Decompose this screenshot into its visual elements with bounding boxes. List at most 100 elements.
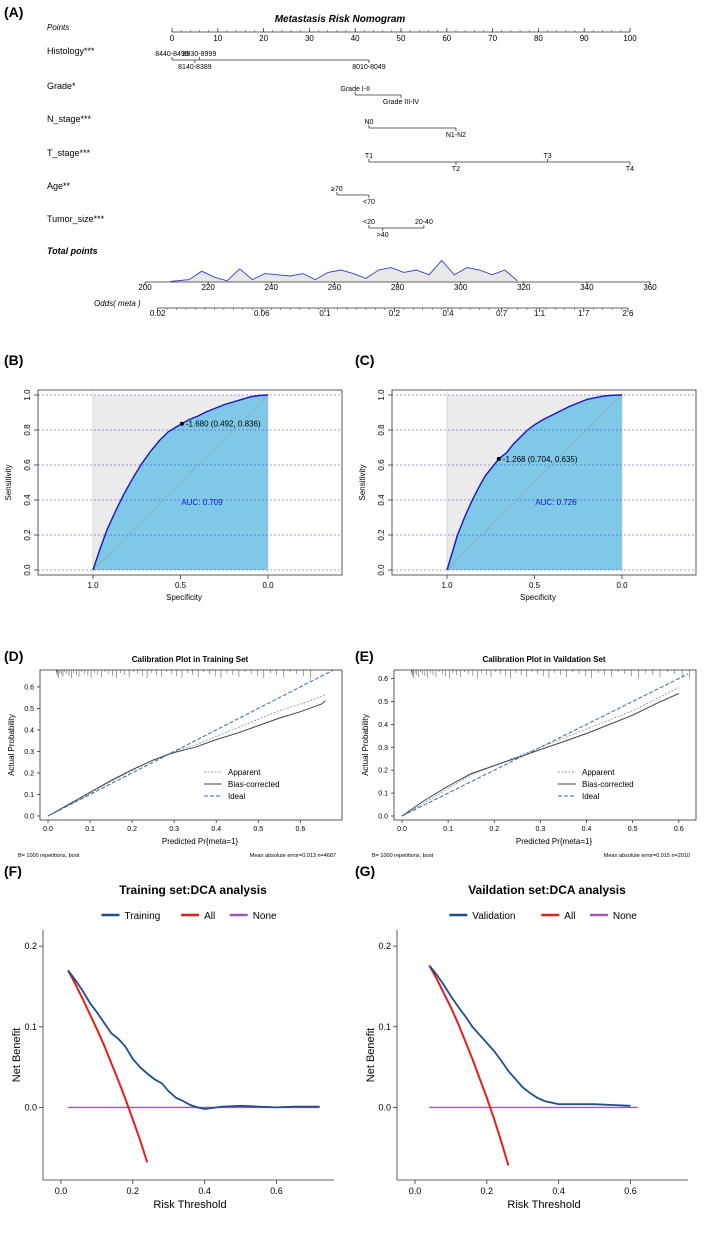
- dca-xtick-label: 0.0: [55, 1186, 68, 1196]
- dca-ytick-label: 0.1: [24, 1022, 37, 1032]
- calibration-line-ideal: [47, 669, 335, 817]
- calibration-line-bias-corrected: [401, 693, 680, 817]
- panel-label-e: (E): [355, 648, 374, 664]
- calibration-xlabel: Predicted Pr{meta=1}: [516, 837, 593, 846]
- variable-name: Tumor_size***: [47, 214, 105, 224]
- dca-title: Training set:DCA analysis: [119, 883, 267, 897]
- calibration-ytick-label: 0.4: [378, 722, 388, 729]
- roc-threshold-point: [496, 456, 501, 461]
- roc-threshold-label: -1.680 (0.492, 0.836): [186, 420, 261, 429]
- total-tick-label: 200: [138, 283, 152, 292]
- calibration-frame: [393, 669, 697, 821]
- calibration-legend-label: Ideal: [228, 792, 246, 801]
- calibration-ytick-label: 0.0: [24, 814, 34, 821]
- variable-tick-label: <70: [363, 199, 375, 206]
- calibration-xtick-label: 0.1: [443, 826, 453, 833]
- roc-curve: [446, 394, 623, 571]
- calibration-xtick-label: 0.5: [628, 826, 638, 833]
- variable-tick-label: T1: [365, 153, 373, 160]
- roc-xlabel: Specificity: [520, 593, 556, 602]
- calibration-line-apparent: [47, 694, 326, 817]
- roc-xtick-label: 0.0: [262, 581, 274, 590]
- calibration-xlabel: Predicted Pr{meta=1}: [162, 837, 239, 846]
- total-tick-label: 280: [391, 283, 405, 292]
- dca-ylabel: Net Benefit: [365, 1028, 377, 1082]
- dca-xtick-label: 0.0: [409, 1186, 422, 1196]
- roc-xtick-label: 1.0: [441, 581, 453, 590]
- odds-label: Odds( meta ): [94, 299, 141, 308]
- dca-legend-label: All: [564, 911, 575, 922]
- dca-line-all: [428, 965, 510, 1166]
- roc-ytick-label: 0.8: [23, 424, 32, 436]
- points-tick-label: 30: [305, 34, 314, 43]
- points-tick-label: 60: [442, 34, 451, 43]
- roc-threshold-label: -1.268 (0.704, 0.635): [503, 455, 578, 464]
- calibration-xtick-label: 0.2: [489, 826, 499, 833]
- points-tick-label: 10: [213, 34, 222, 43]
- dca-training-chart: Training set:DCA analysis Training All None…: [11, 883, 334, 1211]
- variable-tick-label: N0: [364, 119, 373, 126]
- calibration-ytick-label: 0.0: [378, 814, 388, 821]
- calibration-xtick-label: 0.1: [85, 826, 95, 833]
- dca-line-validation: [428, 964, 631, 1107]
- nomogram-title: Metastasis Risk Nomogram: [275, 14, 406, 25]
- dca-legend-label: None: [253, 911, 277, 922]
- roc-ytick-label: 0.6: [23, 459, 32, 471]
- roc-ytick-label: 1.0: [377, 389, 386, 401]
- dca-ytick-label: 0.0: [24, 1102, 37, 1112]
- calibration-legend-label: Bias-corrected: [228, 780, 280, 789]
- dca-legend-label: Validation: [472, 911, 515, 922]
- roc-frame: [37, 389, 343, 576]
- variable-tick-label: ≥70: [331, 186, 343, 193]
- calibration-xtick-label: 0.0: [43, 826, 53, 833]
- roc-xlabel: Specificity: [166, 593, 202, 602]
- total-density-line: [170, 259, 518, 282]
- points-label: Points: [47, 23, 69, 32]
- calibration-ytick-label: 0.6: [378, 676, 388, 683]
- calibration-footnote-right: Mean absolute error=0.013 n=4687: [250, 853, 336, 859]
- points-tick-label: 90: [580, 34, 589, 43]
- calibration-frame: [39, 669, 343, 821]
- calibration-title: Calibration Plot in Training Set: [132, 655, 249, 664]
- roc-threshold-point: [179, 421, 184, 426]
- odds-tick-label: 2.6: [622, 309, 634, 318]
- dca-ylabel: Net Benefit: [11, 1028, 23, 1082]
- odds-tick-label: 0.4: [442, 309, 454, 318]
- roc-ytick-label: 0.0: [23, 564, 32, 576]
- variable-name: Histology***: [47, 46, 95, 56]
- panel-label-c: (C): [355, 352, 375, 368]
- calibration-line-ideal: [401, 673, 689, 817]
- variable-name: T_stage***: [47, 148, 91, 158]
- calibration-footnote-right: Mean absolute error=0.015 n=2010: [604, 853, 690, 859]
- roc-xtick-label: 0.0: [616, 581, 628, 590]
- variable-name: N_stage***: [47, 114, 92, 124]
- calibration-xtick-label: 0.6: [295, 826, 305, 833]
- odds-tick-label: 0.7: [496, 309, 508, 318]
- dca-xtick-label: 0.4: [552, 1186, 565, 1196]
- roc-training-chart: 0.0 0.2 0.4 0.6 0.8 1.0 1.0 0.5 0.0 Specificity Se…: [4, 389, 343, 602]
- calibration-validation-chart: Calibration Plot in Vaildation Set 0.0 0.1…: [361, 655, 697, 859]
- dca-title: Vaildation set:DCA analysis: [468, 883, 626, 897]
- points-tick-label: 70: [488, 34, 497, 43]
- variable-tick-label: T4: [626, 166, 634, 173]
- points-tick-label: 0: [170, 34, 175, 43]
- panel-label-g: (G): [355, 863, 376, 879]
- calibration-xtick-label: 0.4: [582, 826, 592, 833]
- roc-xtick-label: 0.5: [529, 581, 541, 590]
- total-tick-label: 240: [265, 283, 279, 292]
- calibration-ytick-label: 0.3: [378, 745, 388, 752]
- roc-ytick-label: 0.2: [23, 529, 32, 541]
- panel-label-d: (D): [4, 648, 24, 664]
- calibration-xtick-label: 0.5: [253, 826, 263, 833]
- total-tick-label: 260: [328, 283, 342, 292]
- variable-tick-label: 8440-8499: [155, 51, 189, 58]
- total-tick-label: 300: [454, 283, 468, 292]
- calibration-legend-label: Ideal: [582, 792, 600, 801]
- calibration-xtick-label: 0.3: [536, 826, 546, 833]
- variable-tick-label: T2: [452, 166, 460, 173]
- total-tick-label: 220: [201, 283, 215, 292]
- dca-ytick-label: 0.2: [378, 941, 391, 951]
- variable-tick-label: 20-40: [415, 219, 433, 226]
- roc-ytick-label: 0.2: [377, 529, 386, 541]
- calibration-ytick-label: 0.2: [24, 770, 34, 777]
